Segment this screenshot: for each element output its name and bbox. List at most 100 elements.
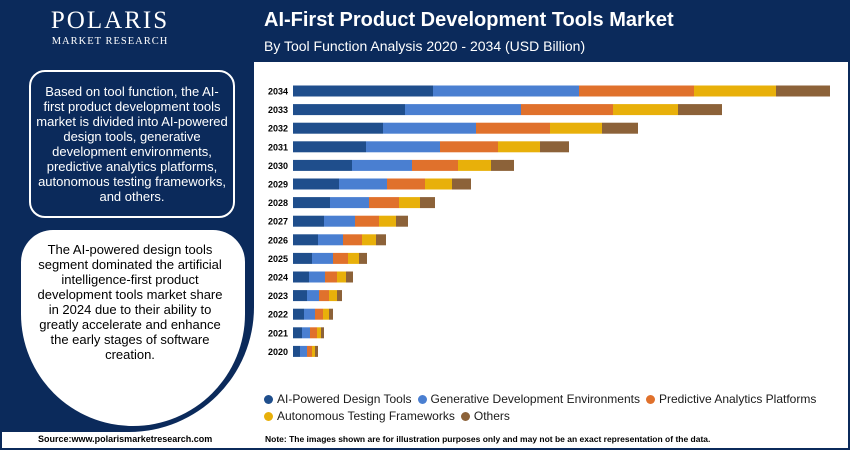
- legend-item-5: Others: [460, 408, 510, 425]
- year-label-2022: 2022: [268, 310, 288, 320]
- bar-2029-series-2: [339, 178, 387, 190]
- logo-main-text: POLARIS: [50, 7, 170, 34]
- brand-logo: POLARIS MARKET RESEARCH: [12, 7, 208, 59]
- bar-2022-series-3: [315, 308, 323, 320]
- bar-2024-series-3: [325, 271, 337, 283]
- bar-2027-series-4: [379, 215, 396, 227]
- bar-2026-series-5: [376, 234, 386, 246]
- bar-2031-series-5: [540, 141, 569, 153]
- bar-2020-series-3: [307, 345, 312, 357]
- legend-label-4: Autonomous Testing Frameworks: [277, 409, 455, 423]
- bar-2023-series-2: [307, 290, 319, 302]
- bar-2029-series-3: [387, 178, 425, 190]
- bar-2033-series-3: [521, 104, 613, 116]
- bar-2025-series-4: [348, 252, 359, 264]
- bar-2034-series-2: [433, 85, 579, 97]
- bar-2024-series-5: [346, 271, 353, 283]
- segmentation-info-box: Based on tool function, the AI-first pro…: [29, 70, 235, 218]
- bar-2027-series-1: [293, 215, 324, 227]
- bar-2032-series-4: [550, 122, 602, 134]
- legend-label-1: AI-Powered Design Tools: [277, 392, 412, 406]
- bar-2024-series-1: [293, 271, 309, 283]
- year-label-2028: 2028: [268, 198, 288, 208]
- year-label-2024: 2024: [268, 273, 288, 283]
- bar-2031-series-2: [366, 141, 440, 153]
- bar-2032-series-2: [383, 122, 476, 134]
- bar-2023-series-1: [293, 290, 307, 302]
- bar-2029-series-1: [293, 178, 339, 190]
- bar-2025-series-3: [333, 252, 348, 264]
- bar-2021-series-2: [302, 327, 310, 339]
- bar-2021-series-5: [321, 327, 324, 339]
- bar-2033-series-1: [293, 104, 405, 116]
- stacked-bar-chart: 2034 2033 2032 2031 2030 2029 2028 2027 2026 2025…: [268, 85, 830, 357]
- year-label-2032: 2032: [268, 124, 288, 134]
- bar-2025-series-2: [312, 252, 333, 264]
- chart-title: AI-First Product Development Tools Marke…: [264, 9, 674, 31]
- legend-item-3: Predictive Analytics Platforms: [645, 391, 816, 408]
- bar-2034-series-4: [694, 85, 776, 97]
- bar-2026-series-3: [343, 234, 362, 246]
- bar-2033-series-4: [613, 104, 678, 116]
- bar-2031-series-4: [498, 141, 540, 153]
- header-bar: POLARIS MARKET RESEARCH AI-First Product…: [2, 2, 848, 62]
- bar-2034-series-5: [776, 85, 830, 97]
- bar-2023-series-3: [319, 290, 329, 302]
- bar-2021-series-3: [310, 327, 317, 339]
- bar-2030-series-1: [293, 159, 352, 171]
- bar-2021-series-4: [317, 327, 321, 339]
- bar-2029-series-4: [425, 178, 452, 190]
- bar-2025-series-5: [359, 252, 367, 264]
- bar-2030-series-3: [412, 159, 458, 171]
- bar-2021-series-1: [293, 327, 302, 339]
- bar-2022-series-1: [293, 308, 304, 320]
- bar-2028-series-2: [330, 197, 369, 209]
- bar-2024-series-2: [309, 271, 325, 283]
- year-label-2034: 2034: [268, 87, 288, 97]
- legend-item-1: AI-Powered Design Tools: [264, 391, 412, 408]
- legend-dot-3: [645, 395, 655, 404]
- bar-2030-series-5: [491, 159, 514, 171]
- legend-dot-4: [264, 412, 273, 421]
- bar-2031-series-1: [293, 141, 366, 153]
- year-label-2029: 2029: [268, 180, 288, 190]
- bar-2029-series-5: [452, 178, 471, 190]
- bar-2023-series-5: [337, 290, 342, 302]
- bar-2032-series-5: [602, 122, 638, 134]
- chart-subtitle: By Tool Function Analysis 2020 - 2034 (U…: [264, 38, 586, 54]
- dominant-segment-text: The AI-powered design tools segment domi…: [37, 242, 223, 362]
- year-label-2026: 2026: [268, 235, 288, 245]
- bar-2028-series-5: [420, 197, 435, 209]
- bar-2022-series-5: [329, 308, 333, 320]
- year-label-2027: 2027: [268, 217, 288, 227]
- legend-dot-1: [264, 395, 273, 404]
- bar-2032-series-3: [476, 122, 550, 134]
- legend-dot-5: [460, 412, 470, 421]
- year-label-2020: 2020: [268, 347, 288, 357]
- bar-2031-series-3: [440, 141, 498, 153]
- disclaimer-note: Note: The images shown are for illustrat…: [265, 434, 711, 444]
- bar-2025-series-1: [293, 252, 312, 264]
- bar-2023-series-4: [329, 290, 337, 302]
- bar-2026-series-4: [362, 234, 376, 246]
- bar-2026-series-2: [318, 234, 343, 246]
- bar-2034-series-3: [579, 85, 694, 97]
- bar-2027-series-3: [355, 215, 379, 227]
- bar-2024-series-4: [337, 271, 346, 283]
- legend-label-2: Generative Development Environments: [430, 392, 640, 406]
- bar-2020-series-4: [312, 345, 315, 357]
- bar-2020-series-2: [300, 345, 307, 357]
- legend-item-4: Autonomous Testing Frameworks: [264, 408, 455, 425]
- dominant-segment-box: The AI-powered design tools segment domi…: [21, 230, 245, 426]
- bar-2030-series-4: [458, 159, 491, 171]
- bar-2028-series-1: [293, 197, 330, 209]
- legend-label-5: Others: [473, 409, 510, 423]
- legend-dot-2: [417, 395, 427, 404]
- year-label-2025: 2025: [268, 254, 288, 264]
- bar-2020-series-1: [293, 345, 300, 357]
- bar-2020-series-5: [315, 345, 318, 357]
- year-label-2021: 2021: [268, 328, 288, 338]
- bar-2033-series-5: [678, 104, 722, 116]
- bar-2028-series-4: [399, 197, 420, 209]
